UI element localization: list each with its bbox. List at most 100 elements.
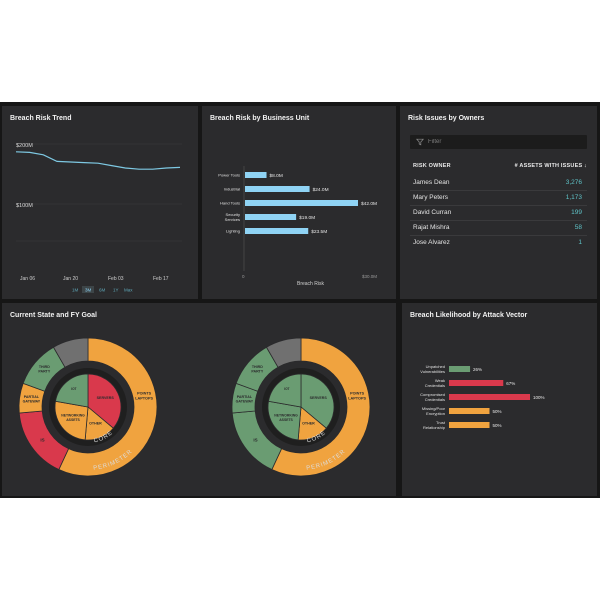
segment-label: IS — [40, 437, 44, 442]
x-tick-label: Jan 20 — [63, 276, 78, 282]
category-label: Industrial — [224, 187, 240, 192]
risk-owners-panel: Risk Issues by Owners RISK OWNER # ASSET… — [400, 106, 597, 299]
current-state-panel: Current State and FY Goal POINTS LAPTOPS I… — [2, 303, 396, 496]
panel-title: Breach Risk by Business Unit — [210, 115, 310, 122]
breach-risk-trend-chart: $200M $100M Jan 06 Jan 20 Feb 03 Feb 17 … — [15, 143, 182, 293]
x-tick-label: 0 — [242, 274, 245, 279]
bar-value-label: 100% — [533, 395, 545, 400]
x-tick-label: Feb 03 — [108, 276, 124, 282]
table-row[interactable]: James Dean 3,276 — [410, 176, 587, 191]
range-button-3m[interactable]: 3M — [85, 288, 92, 293]
asset-count[interactable]: 199 — [571, 209, 582, 216]
category-label: Trust — [436, 420, 446, 425]
inner-segment[interactable] — [55, 373, 89, 408]
bar-value-label: $42.0M — [361, 201, 377, 207]
category-label: Encryption — [426, 411, 445, 416]
segment-label: LAPTOPS — [348, 397, 366, 401]
owner-filter — [410, 135, 587, 149]
segment-label: SERVERS — [97, 396, 115, 400]
category-label: Lighting — [226, 229, 240, 234]
bar[interactable] — [449, 408, 490, 414]
owner-name: Mary Peters — [413, 194, 449, 201]
y-tick-label: $100M — [16, 203, 33, 209]
outer-segment[interactable] — [58, 337, 158, 477]
x-tick-label: Jan 06 — [20, 276, 35, 282]
panel-title: Breach Likelihood by Attack Vector — [410, 312, 528, 319]
category-label: Vulnerabilities — [420, 369, 445, 374]
segment-label: IOT — [71, 387, 76, 391]
bar-value-label: $8.0M — [270, 173, 283, 179]
segment-label: ASSETS — [279, 418, 293, 422]
table-row[interactable]: Rajat Mishra 58 — [410, 221, 587, 236]
sort-arrow-icon: ↓ — [584, 163, 587, 169]
segment-label: PARTIAL — [237, 395, 253, 399]
range-button-max[interactable]: Max — [124, 288, 133, 293]
bar-value-label: 50% — [493, 423, 502, 428]
x-axis-title: Breach Risk — [297, 281, 324, 287]
category-label: Power Tools — [218, 173, 240, 178]
column-header-owner[interactable]: RISK OWNER — [413, 163, 451, 169]
bar[interactable] — [245, 172, 267, 178]
bar-value-label: $23.5M — [311, 229, 327, 235]
category-label: Credentials — [425, 397, 445, 402]
inner-segment[interactable] — [268, 373, 302, 408]
panel-title: Risk Issues by Owners — [408, 115, 485, 122]
segment-label: OTHER — [302, 421, 315, 425]
category-label: Credentials — [425, 383, 445, 388]
category-label: Weak — [435, 378, 445, 383]
asset-count[interactable]: 58 — [574, 224, 582, 231]
segment-label: NETWORKING — [61, 413, 85, 417]
filter-input[interactable] — [428, 136, 578, 148]
attack-vector-panel: Breach Likelihood by Attack Vector Unpat… — [402, 303, 597, 496]
dashboard: Breach Risk Trend $200M $100M Jan 06 Jan… — [0, 102, 600, 498]
trend-line — [15, 151, 181, 170]
asset-count[interactable]: 1,173 — [565, 194, 582, 201]
bar[interactable] — [245, 186, 310, 192]
category-label: Relationship — [423, 425, 446, 430]
range-button-1m[interactable]: 1M — [72, 288, 79, 293]
category-label: Compromised — [420, 392, 445, 397]
bar[interactable] — [245, 214, 297, 220]
table-row[interactable]: Jose Alvarez 1 — [410, 236, 587, 250]
segment-label: NETWORKING — [274, 413, 298, 417]
column-header-assets-label: # ASSETS WITH ISSUES — [514, 163, 583, 169]
table-row[interactable]: Mary Peters 1,173 — [410, 191, 587, 206]
segment-label: GATEWAY — [23, 399, 41, 403]
segment-label: PARTY — [38, 370, 51, 374]
category-label: Security — [226, 212, 240, 217]
table-row[interactable]: David Curran 199 — [410, 206, 587, 221]
column-header-assets[interactable]: # ASSETS WITH ISSUES ↓ — [515, 163, 587, 169]
category-label: Services — [225, 217, 240, 222]
panel-title: Current State and FY Goal — [10, 312, 97, 319]
bar-value-label: 50% — [493, 409, 502, 414]
bar[interactable] — [449, 380, 504, 386]
inner-segment[interactable] — [300, 373, 335, 429]
segment-label: POINTS — [350, 392, 365, 396]
segment-label: GATEWAY — [236, 399, 254, 403]
segment-label: IS — [253, 437, 257, 442]
range-button-6m[interactable]: 6M — [99, 288, 106, 293]
segment-label: IOT — [284, 387, 289, 391]
bar-value-label: $19.0M — [299, 215, 315, 221]
bar-value-label: $24.0M — [313, 187, 329, 193]
bar-value-label: 26% — [473, 367, 482, 372]
segment-label: PARTY — [251, 370, 264, 374]
bar[interactable] — [245, 200, 358, 206]
owner-name: Jose Alvarez — [413, 239, 450, 246]
asset-count[interactable]: 3,276 — [565, 179, 582, 186]
inner-segment[interactable] — [87, 373, 122, 429]
bar[interactable] — [449, 422, 490, 428]
bar[interactable] — [449, 366, 471, 372]
current-state-donuts: POINTSLAPTOPSISPARTIALGATEWAYTHIRDPARTYS… — [18, 337, 371, 477]
bar[interactable] — [245, 228, 309, 234]
segment-label: PARTIAL — [24, 395, 40, 399]
category-label: Hand Tools — [220, 201, 240, 206]
segment-label: OTHER — [89, 421, 102, 425]
bar[interactable] — [449, 394, 530, 400]
category-label: Unpatched — [426, 364, 445, 369]
asset-count[interactable]: 1 — [578, 239, 582, 246]
x-tick-label: $30.0M — [362, 274, 377, 279]
range-button-1y[interactable]: 1Y — [113, 288, 119, 293]
outer-segment[interactable] — [271, 337, 371, 477]
